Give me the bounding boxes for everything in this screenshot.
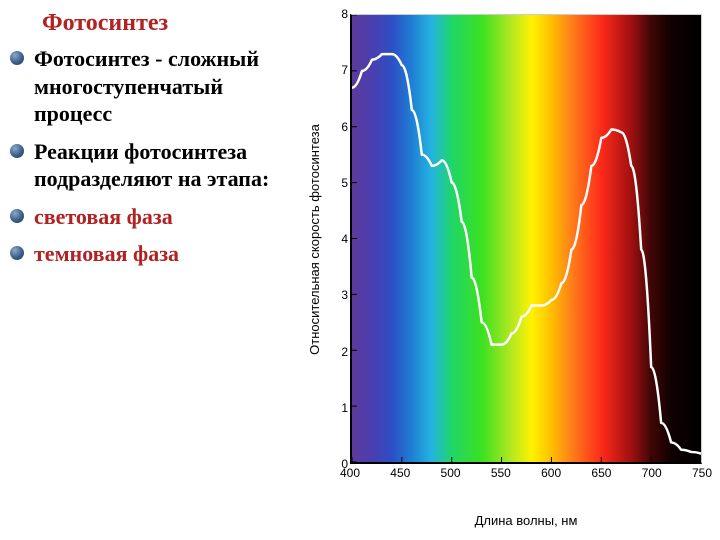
spectrum-svg [352,15,701,462]
x-tick: 650 [591,466,611,480]
y-ticks: 012345678 [326,14,348,464]
bullet-item: Фотосинтез - сложный многоступенчатый пр… [12,45,292,128]
x-ticks: 400450500550600650700750 [350,466,702,482]
chart-panel: Относительная скорость фотосинтеза 01234… [300,0,720,540]
x-tick: 450 [390,466,410,480]
bullet-list: Фотосинтез - сложный многоступенчатый пр… [12,45,292,268]
y-tick: 7 [341,63,348,77]
y-tick: 3 [341,288,348,302]
spectrum-gradient [352,15,701,462]
x-tick: 550 [491,466,511,480]
bullet-item: световая фаза [12,203,292,231]
x-axis-label: Длина волны, нм [350,513,702,528]
y-tick: 5 [341,176,348,190]
y-tick: 8 [341,7,348,21]
y-tick: 1 [341,401,348,415]
spectrum-chart: Относительная скорость фотосинтеза 01234… [300,8,708,528]
y-axis-label: Относительная скорость фотосинтеза [306,14,322,464]
bullet-item: Реакции фотосинтеза подразделяют на этап… [12,138,292,193]
y-tick: 2 [341,345,348,359]
x-tick: 700 [642,466,662,480]
y-tick: 4 [341,232,348,246]
text-panel: Фотосинтез Фотосинтез - сложный многосту… [0,0,300,540]
plot-area [350,14,702,464]
x-tick: 500 [441,466,461,480]
x-tick: 750 [692,466,712,480]
x-tick: 600 [541,466,561,480]
page-title: Фотосинтез [42,10,292,37]
x-tick: 400 [340,466,360,480]
bullet-item: темновая фаза [12,240,292,268]
y-tick: 6 [341,120,348,134]
